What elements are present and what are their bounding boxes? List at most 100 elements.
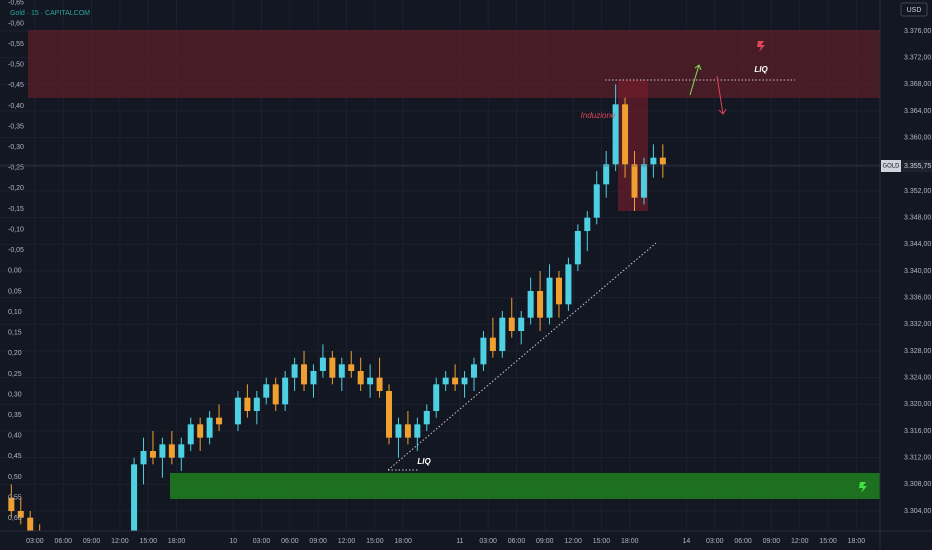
arrow-up (689, 64, 702, 96)
x-tick-label: 06:00 (281, 538, 299, 545)
y-tick-label: 3.372,00 (904, 55, 931, 62)
y2-tick-label: -0,65 (8, 0, 24, 7)
candle-body (197, 424, 204, 438)
y-tick-label: 3.308,00 (904, 481, 931, 488)
candle-body (140, 451, 147, 465)
x-tick-label: 09:00 (309, 538, 327, 545)
candle-body (537, 291, 544, 318)
y2-tick-label: 0,15 (8, 330, 22, 337)
candle-body (27, 517, 34, 531)
y-tick-label: 3.376,00 (904, 28, 931, 35)
x-tick-label: 06:00 (54, 538, 72, 545)
candle-body (367, 377, 374, 385)
candle-body (319, 357, 326, 371)
y-tick-label: 3.316,00 (904, 428, 931, 435)
candle-body (603, 164, 610, 185)
candle-body (338, 364, 345, 378)
candle-body (631, 164, 638, 198)
y-tick-label: 3.320,00 (904, 401, 931, 408)
candle-body (640, 164, 647, 198)
x-tick-label: 15:00 (366, 538, 384, 545)
x-tick-label: 09:00 (763, 538, 781, 545)
y2-tick-label: -0,55 (8, 41, 24, 48)
candle-body (206, 417, 213, 438)
x-tick-label: 12:00 (111, 538, 129, 545)
candle-body (282, 377, 289, 405)
y2-tick-label: -0,25 (8, 165, 24, 172)
candle-body (423, 411, 430, 425)
y2-tick-label: 0,30 (8, 391, 22, 398)
x-tick-label: 12:00 (564, 538, 582, 545)
candles (8, 84, 666, 531)
candle-body (357, 371, 364, 385)
y2-tick-label: -0,30 (8, 144, 24, 151)
y-tick-label: 3.348,00 (904, 215, 931, 222)
y2-tick-label: 0,10 (8, 309, 22, 316)
x-tick-label: 18:00 (394, 538, 412, 545)
y2-tick-label: 0,35 (8, 412, 22, 419)
y2-tick-label: 0,50 (8, 474, 22, 481)
candle-body (395, 424, 402, 438)
x-tick-label: 06:00 (508, 538, 526, 545)
annotation: Induzione (581, 111, 616, 120)
x-tick-label: 14 (683, 538, 691, 545)
demand-zone (170, 473, 880, 499)
candle-body (310, 371, 317, 385)
x-tick-label: 10 (229, 538, 237, 545)
candle-body (168, 444, 175, 458)
candle-body (404, 424, 411, 438)
candle-body (291, 364, 298, 378)
y-tick-label: 3.340,00 (904, 268, 931, 275)
candle-body (574, 231, 581, 265)
x-tick-label: 09:00 (83, 538, 101, 545)
candle-body (433, 384, 440, 411)
x-tick-label: 12:00 (791, 538, 809, 545)
y-tick-label: 3.368,00 (904, 81, 931, 88)
x-tick-label: 18:00 (621, 538, 639, 545)
x-tick-label: 09:00 (536, 538, 554, 545)
x-tick-label: 18:00 (168, 538, 186, 545)
candle-body (584, 217, 591, 231)
y-tick-label: 3.336,00 (904, 295, 931, 302)
price-box (901, 160, 932, 172)
y2-tick-label: 0,55 (8, 494, 22, 501)
currency-box (900, 2, 928, 17)
candle-body (612, 104, 619, 165)
candle-body (178, 444, 185, 458)
candle-body (376, 377, 383, 391)
y2-tick-label: -0,15 (8, 206, 24, 213)
currency: USD (907, 7, 922, 14)
x-tick-label: 03:00 (26, 538, 44, 545)
arrow-down (716, 75, 727, 115)
y2-tick-label: -0,50 (8, 62, 24, 69)
supply-zone (28, 30, 880, 98)
y2-tick-label: -0,35 (8, 123, 24, 130)
lightning-icon (757, 41, 765, 52)
candle-body (452, 377, 459, 385)
trend-line (387, 242, 657, 471)
annotation: LIQ (417, 457, 431, 466)
annotation: LIQ (754, 65, 768, 74)
candle-body (159, 444, 166, 458)
candle-body (272, 384, 279, 405)
x-tick-label: 03:00 (706, 538, 724, 545)
y2-tick-label: 0,40 (8, 433, 22, 440)
y-tick-label: 3.312,00 (904, 455, 931, 462)
x-tick-label: 03:00 (253, 538, 271, 545)
candle-body (593, 184, 600, 218)
candle-body (216, 417, 223, 425)
x-tick-label: 03:00 (479, 538, 497, 545)
x-tick-label: 15:00 (139, 538, 157, 545)
candle-body (187, 424, 194, 445)
candle-body (234, 397, 241, 425)
y-tick-label: 3.328,00 (904, 348, 931, 355)
candle-body (499, 317, 506, 351)
candle-body (527, 291, 534, 318)
x-tick-label: 06:00 (734, 538, 752, 545)
candle-body (489, 337, 496, 351)
candle-body (244, 397, 251, 411)
candle-body (442, 377, 449, 385)
y-tick-label: 3.332,00 (904, 321, 931, 328)
